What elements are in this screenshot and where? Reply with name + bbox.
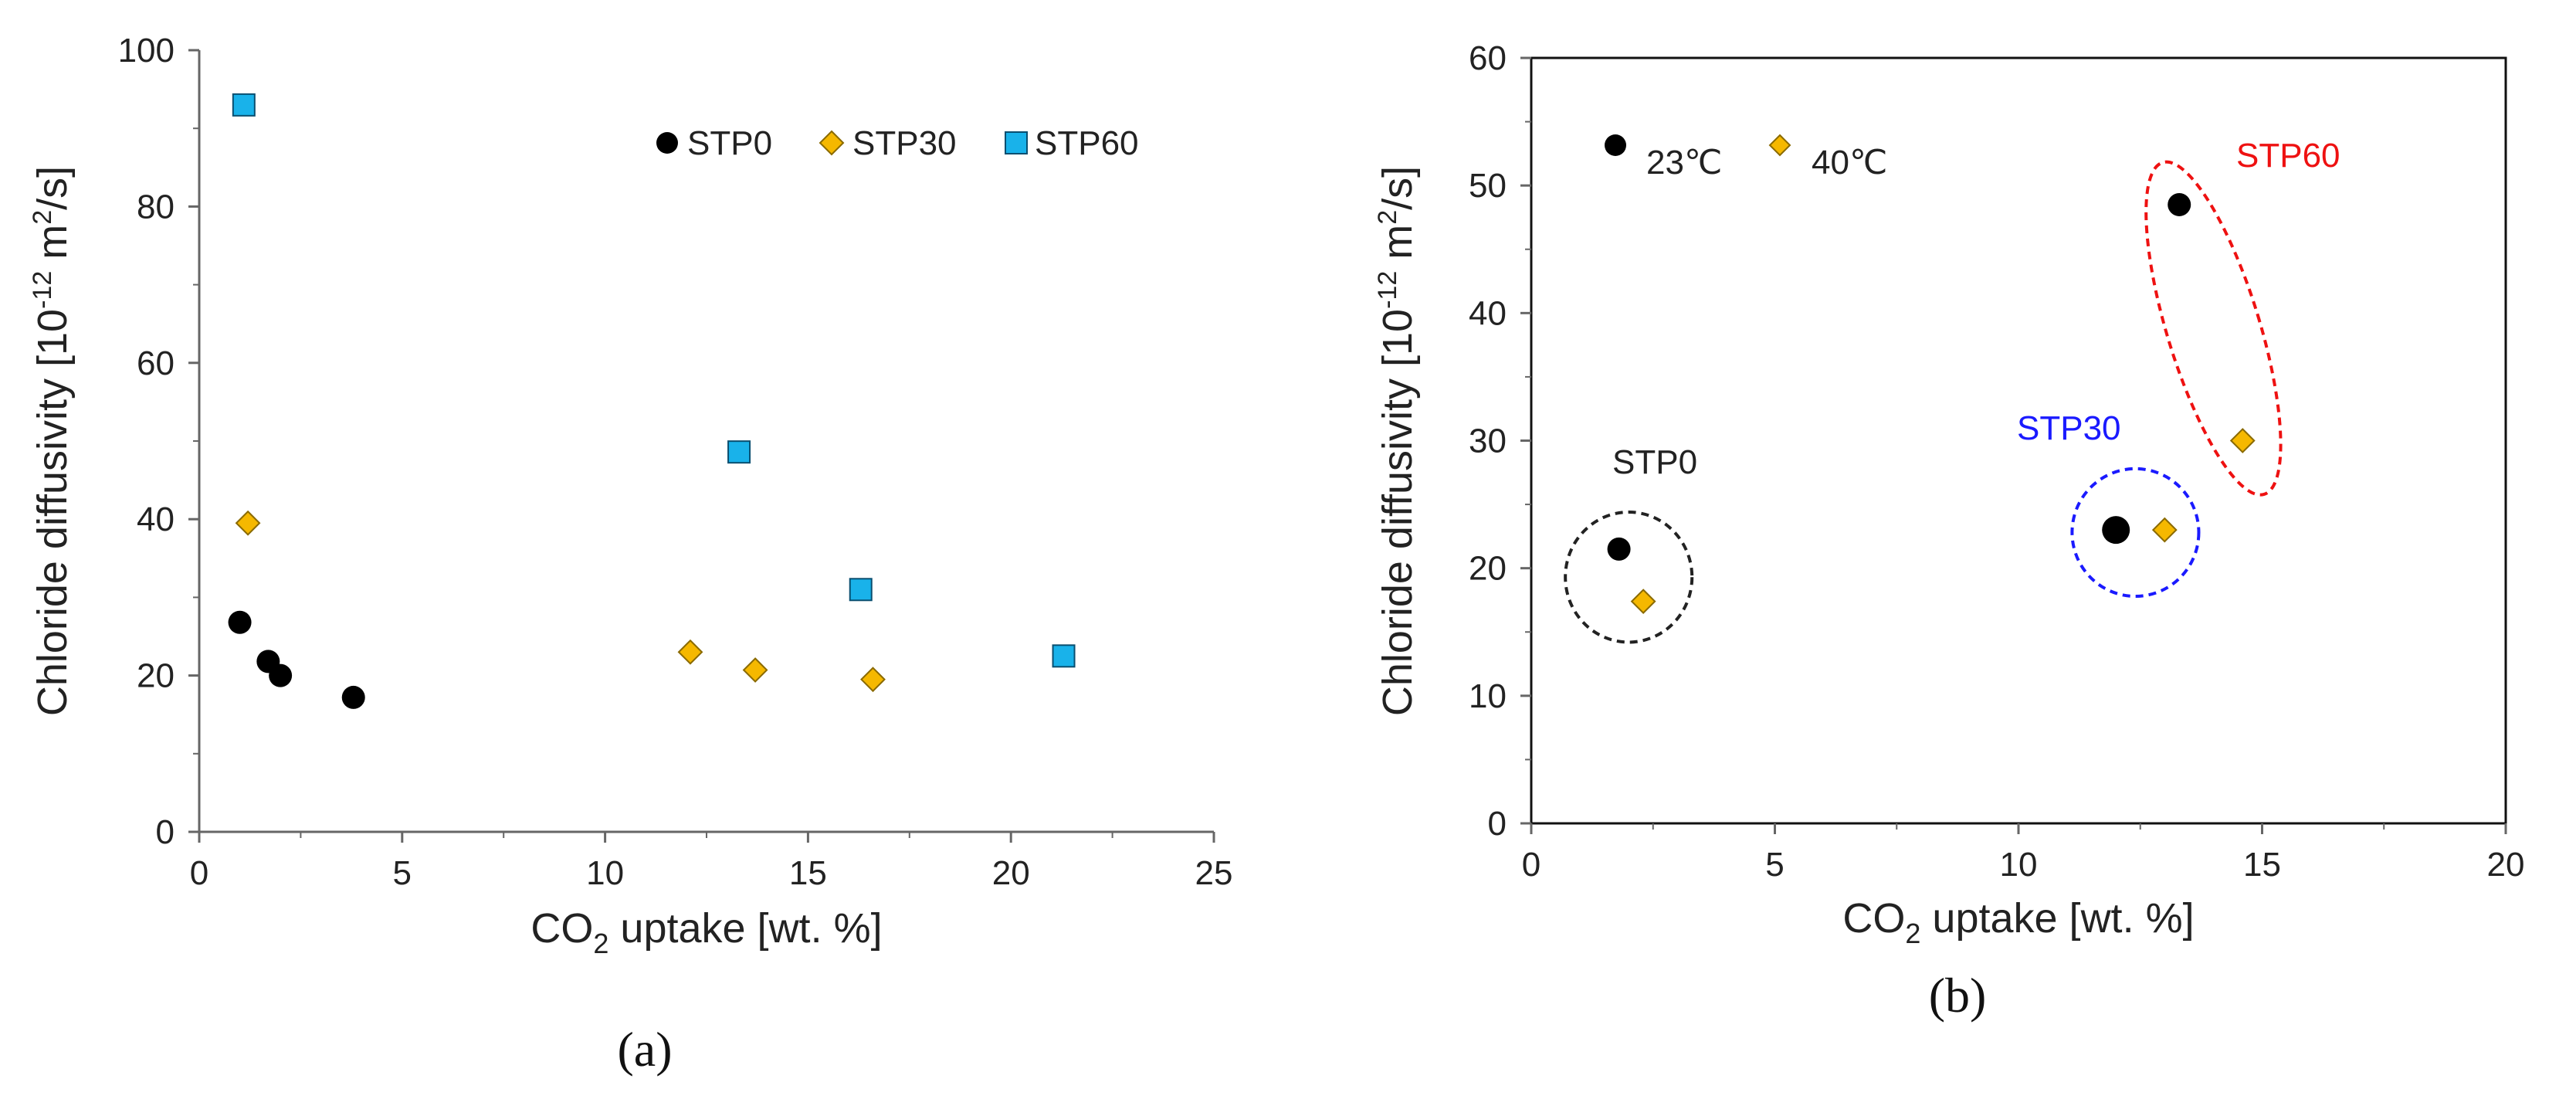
panel-b-point-40 xyxy=(1630,589,1656,615)
panel-a-x-tick-label: 10 xyxy=(586,854,624,892)
panel-a-tick-labels: 0 5 10 15 20 25 0 20 40 60 80 100 xyxy=(118,32,1233,892)
annotation-ellipse-stp60 xyxy=(2144,160,2283,497)
panel-b-x-tick-label: 5 xyxy=(1765,846,1784,884)
panel-b-point-23 xyxy=(2168,192,2191,216)
panel-b-y-tick-label: 40 xyxy=(1469,294,1507,332)
legend-label-stp0: STP0 xyxy=(687,124,772,162)
panel-a-y-tick-label: 80 xyxy=(137,188,175,226)
panel-b-x-axis-title: CO2 uptake [wt. %] xyxy=(1842,895,2194,949)
panel-a-point-stp30 xyxy=(677,639,703,665)
panel-b-y-axis-title: Chloride diffusivity [10-12 m2/s] xyxy=(1373,166,1421,716)
panel-a-y-axis-title: Chloride diffusivity [10-12 m2/s] xyxy=(28,166,76,716)
legend-marker-23c xyxy=(1605,134,1626,156)
panel-a-x-axis-title: CO2 uptake [wt. %] xyxy=(530,905,882,959)
annotation-label-stp30: STP30 xyxy=(2017,409,2121,447)
panel-a-point-stp0 xyxy=(341,685,365,709)
panel-b-point-40 xyxy=(2151,517,2178,543)
panel-b-tick-labels: 0 5 10 15 20 0 10 20 30 40 50 60 xyxy=(1469,39,2524,884)
panel-b-ticks xyxy=(1520,56,2507,834)
legend-marker-40c xyxy=(1768,134,1791,157)
panel-b-x-tick-label: 0 xyxy=(1522,846,1541,884)
panel-b-x-tick-label: 10 xyxy=(2000,846,2038,884)
panel-a-label: (a) xyxy=(617,1022,672,1077)
panel-a-point-stp30 xyxy=(235,510,261,536)
annotation-label-stp60: STP60 xyxy=(2236,137,2340,175)
panel-a-point-stp30 xyxy=(742,657,768,683)
panel-a-y-tick-label: 100 xyxy=(118,32,175,70)
panel-a-point-stp60 xyxy=(1052,644,1076,668)
annotation-label-stp0: STP0 xyxy=(1612,443,1697,481)
panel-a-points xyxy=(228,93,1076,709)
panel-a-point-stp60 xyxy=(232,93,256,117)
annotation-ellipse-stp0 xyxy=(1564,510,1694,644)
panel-b-y-tick-label: 20 xyxy=(1469,550,1507,588)
panel-a-ticks xyxy=(188,49,1215,843)
panel-a-y-tick-label: 20 xyxy=(137,657,175,695)
panel-b: 0 5 10 15 20 0 10 20 30 40 50 60 23℃ 40℃ STP0 STP30… xyxy=(1373,39,2524,1023)
panel-a-x-tick-label: 0 xyxy=(190,854,208,892)
panel-b-legend: 23℃ 40℃ xyxy=(1605,134,1887,182)
legend-marker-stp0 xyxy=(656,132,678,154)
panel-a-x-tick-label: 5 xyxy=(393,854,412,892)
panel-a-x-tick-label: 25 xyxy=(1195,854,1233,892)
panel-a-y-tick-label: 60 xyxy=(137,344,175,382)
panel-b-points xyxy=(1607,192,2256,615)
panel-a-point-stp60 xyxy=(727,440,751,464)
panel-a-point-stp60 xyxy=(849,578,873,602)
panel-b-y-tick-label: 30 xyxy=(1469,422,1507,460)
panel-b-y-tick-label: 10 xyxy=(1469,677,1507,715)
panel-a-point-stp0 xyxy=(228,610,252,634)
panel-b-label: (b) xyxy=(1929,968,1987,1023)
legend-marker-stp30 xyxy=(819,130,845,156)
panel-b-y-tick-label: 0 xyxy=(1488,805,1507,843)
panel-a-y-tick-label: 40 xyxy=(137,500,175,538)
legend-label-stp60: STP60 xyxy=(1035,124,1139,162)
annotation-ellipse-stp30 xyxy=(2070,467,2201,599)
panel-b-y-tick-label: 60 xyxy=(1469,39,1507,77)
legend-marker-stp60 xyxy=(1005,131,1028,154)
panel-b-x-tick-label: 20 xyxy=(2487,846,2525,884)
panel-b-y-tick-label: 50 xyxy=(1469,167,1507,205)
panel-b-point-23 xyxy=(1607,537,1631,561)
panel-a-x-tick-label: 20 xyxy=(992,854,1030,892)
legend-label-stp30: STP30 xyxy=(852,124,957,162)
legend-label-23c: 23℃ xyxy=(1646,144,1722,182)
legend-label-40c: 40℃ xyxy=(1812,144,1887,182)
panel-a-point-stp0 xyxy=(269,663,293,687)
panel-b-point-40 xyxy=(2229,428,2256,453)
panel-b-point-23 xyxy=(2102,516,2130,545)
panel-b-group-ellipses xyxy=(1564,160,2283,644)
panel-a-legend: STP0 STP30 STP60 xyxy=(656,124,1139,162)
panel-a-x-tick-label: 15 xyxy=(789,854,827,892)
panel-a-point-stp30 xyxy=(860,667,886,693)
panel-b-x-tick-label: 15 xyxy=(2243,846,2281,884)
panel-a-y-tick-label: 0 xyxy=(156,813,175,851)
